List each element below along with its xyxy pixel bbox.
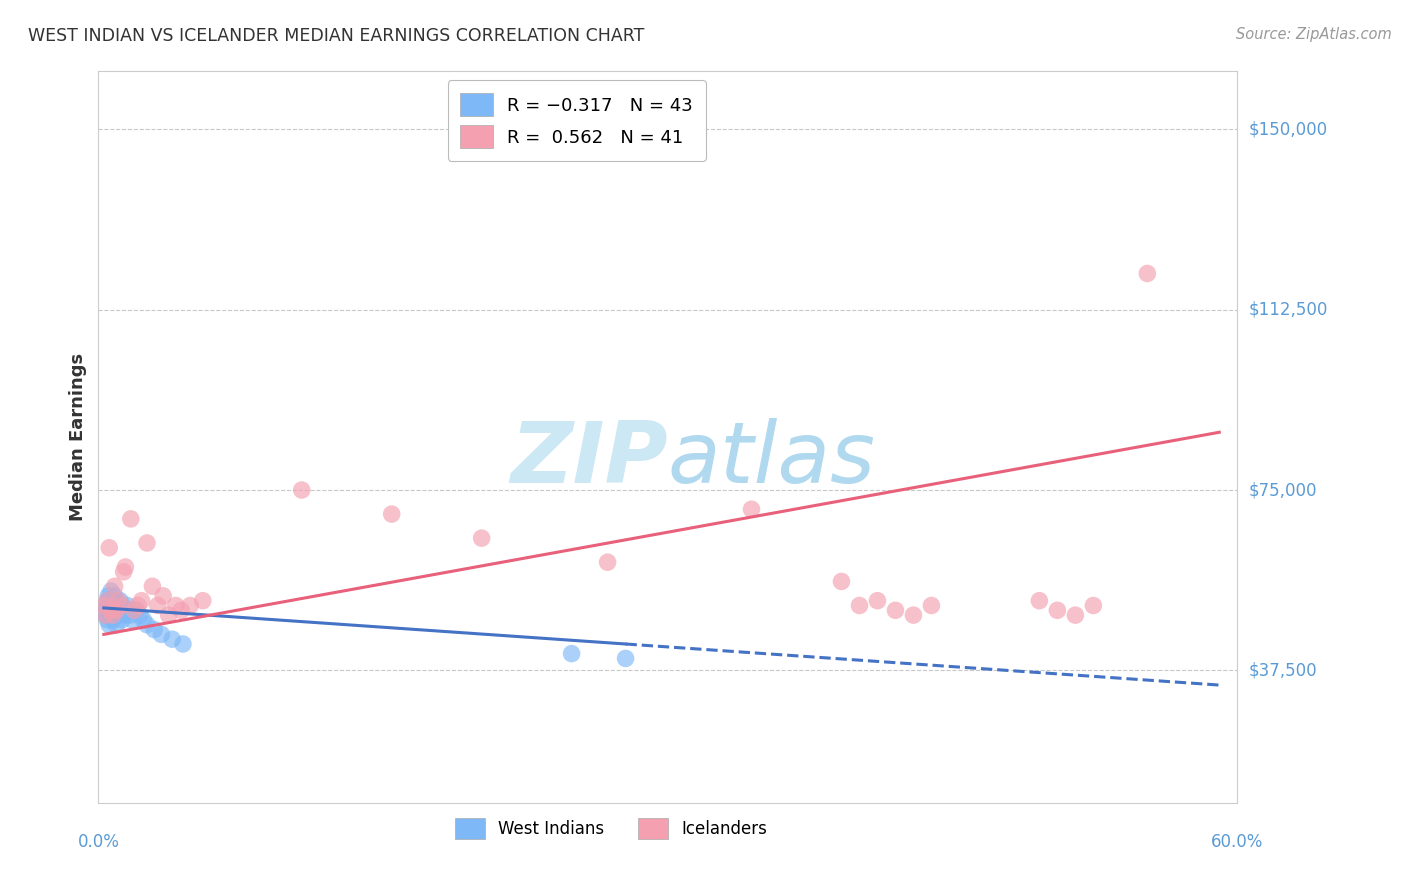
Legend: West Indians, Icelanders: West Indians, Icelanders [449, 811, 773, 846]
Point [1083, 599, 1105, 613]
Point [741, 502, 763, 516]
Point [1136, 267, 1159, 281]
Point [111, 599, 134, 613]
Point [141, 579, 163, 593]
Point [107, 599, 129, 613]
Point [170, 603, 193, 617]
Point [114, 560, 136, 574]
Point [112, 565, 135, 579]
Text: 60.0%: 60.0% [1211, 833, 1264, 851]
Point [165, 599, 187, 613]
Point [121, 613, 143, 627]
Point [157, 608, 180, 623]
Point [291, 483, 314, 497]
Point [94, 608, 117, 623]
Point [101, 608, 124, 623]
Point [108, 603, 131, 617]
Point [96, 599, 118, 613]
Point [150, 627, 173, 641]
Point [160, 632, 183, 647]
Point [112, 603, 135, 617]
Point [115, 599, 138, 613]
Point [108, 593, 131, 607]
Point [94, 608, 117, 623]
Text: ZIP: ZIP [510, 417, 668, 500]
Point [125, 603, 148, 617]
Point [561, 647, 583, 661]
Point [381, 507, 404, 521]
Point [107, 593, 129, 607]
Point [1046, 603, 1069, 617]
Text: Source: ZipAtlas.com: Source: ZipAtlas.com [1236, 27, 1392, 42]
Point [120, 512, 142, 526]
Point [96, 593, 118, 607]
Point [127, 599, 149, 613]
Point [98, 603, 121, 617]
Text: 0.0%: 0.0% [77, 833, 120, 851]
Point [96, 593, 118, 607]
Y-axis label: Median Earnings: Median Earnings [69, 353, 87, 521]
Point [191, 593, 214, 607]
Point [132, 613, 155, 627]
Point [101, 603, 124, 617]
Point [131, 593, 153, 607]
Text: $37,500: $37,500 [1249, 662, 1317, 680]
Point [136, 536, 159, 550]
Point [179, 599, 201, 613]
Point [903, 608, 925, 623]
Point [93, 603, 115, 617]
Point [1064, 608, 1087, 623]
Point [128, 608, 150, 623]
Point [1028, 593, 1050, 607]
Point [98, 617, 121, 632]
Point [93, 599, 115, 613]
Point [100, 584, 122, 599]
Point [96, 613, 118, 627]
Text: $112,500: $112,500 [1249, 301, 1327, 318]
Point [105, 603, 128, 617]
Point [107, 608, 129, 623]
Point [100, 603, 122, 617]
Point [118, 603, 141, 617]
Point [100, 599, 122, 613]
Point [596, 555, 619, 569]
Point [97, 589, 120, 603]
Point [105, 593, 128, 607]
Text: $150,000: $150,000 [1249, 120, 1327, 138]
Point [100, 608, 122, 623]
Point [105, 617, 128, 632]
Point [104, 599, 127, 613]
Point [146, 599, 169, 613]
Point [172, 637, 194, 651]
Point [136, 617, 159, 632]
Point [866, 593, 889, 607]
Point [614, 651, 637, 665]
Point [920, 599, 942, 613]
Text: $75,000: $75,000 [1249, 481, 1317, 499]
Point [471, 531, 494, 545]
Point [104, 579, 127, 593]
Point [111, 599, 134, 613]
Point [104, 589, 127, 603]
Point [104, 608, 127, 623]
Text: atlas: atlas [668, 417, 876, 500]
Point [101, 613, 124, 627]
Text: WEST INDIAN VS ICELANDER MEDIAN EARNINGS CORRELATION CHART: WEST INDIAN VS ICELANDER MEDIAN EARNINGS… [28, 27, 644, 45]
Point [848, 599, 870, 613]
Point [101, 593, 124, 607]
Point [111, 613, 134, 627]
Point [152, 589, 174, 603]
Point [105, 603, 128, 617]
Point [98, 593, 121, 607]
Point [884, 603, 907, 617]
Point [114, 608, 136, 623]
Point [120, 608, 142, 623]
Point [830, 574, 852, 589]
Point [124, 603, 146, 617]
Point [143, 623, 166, 637]
Point [98, 541, 121, 555]
